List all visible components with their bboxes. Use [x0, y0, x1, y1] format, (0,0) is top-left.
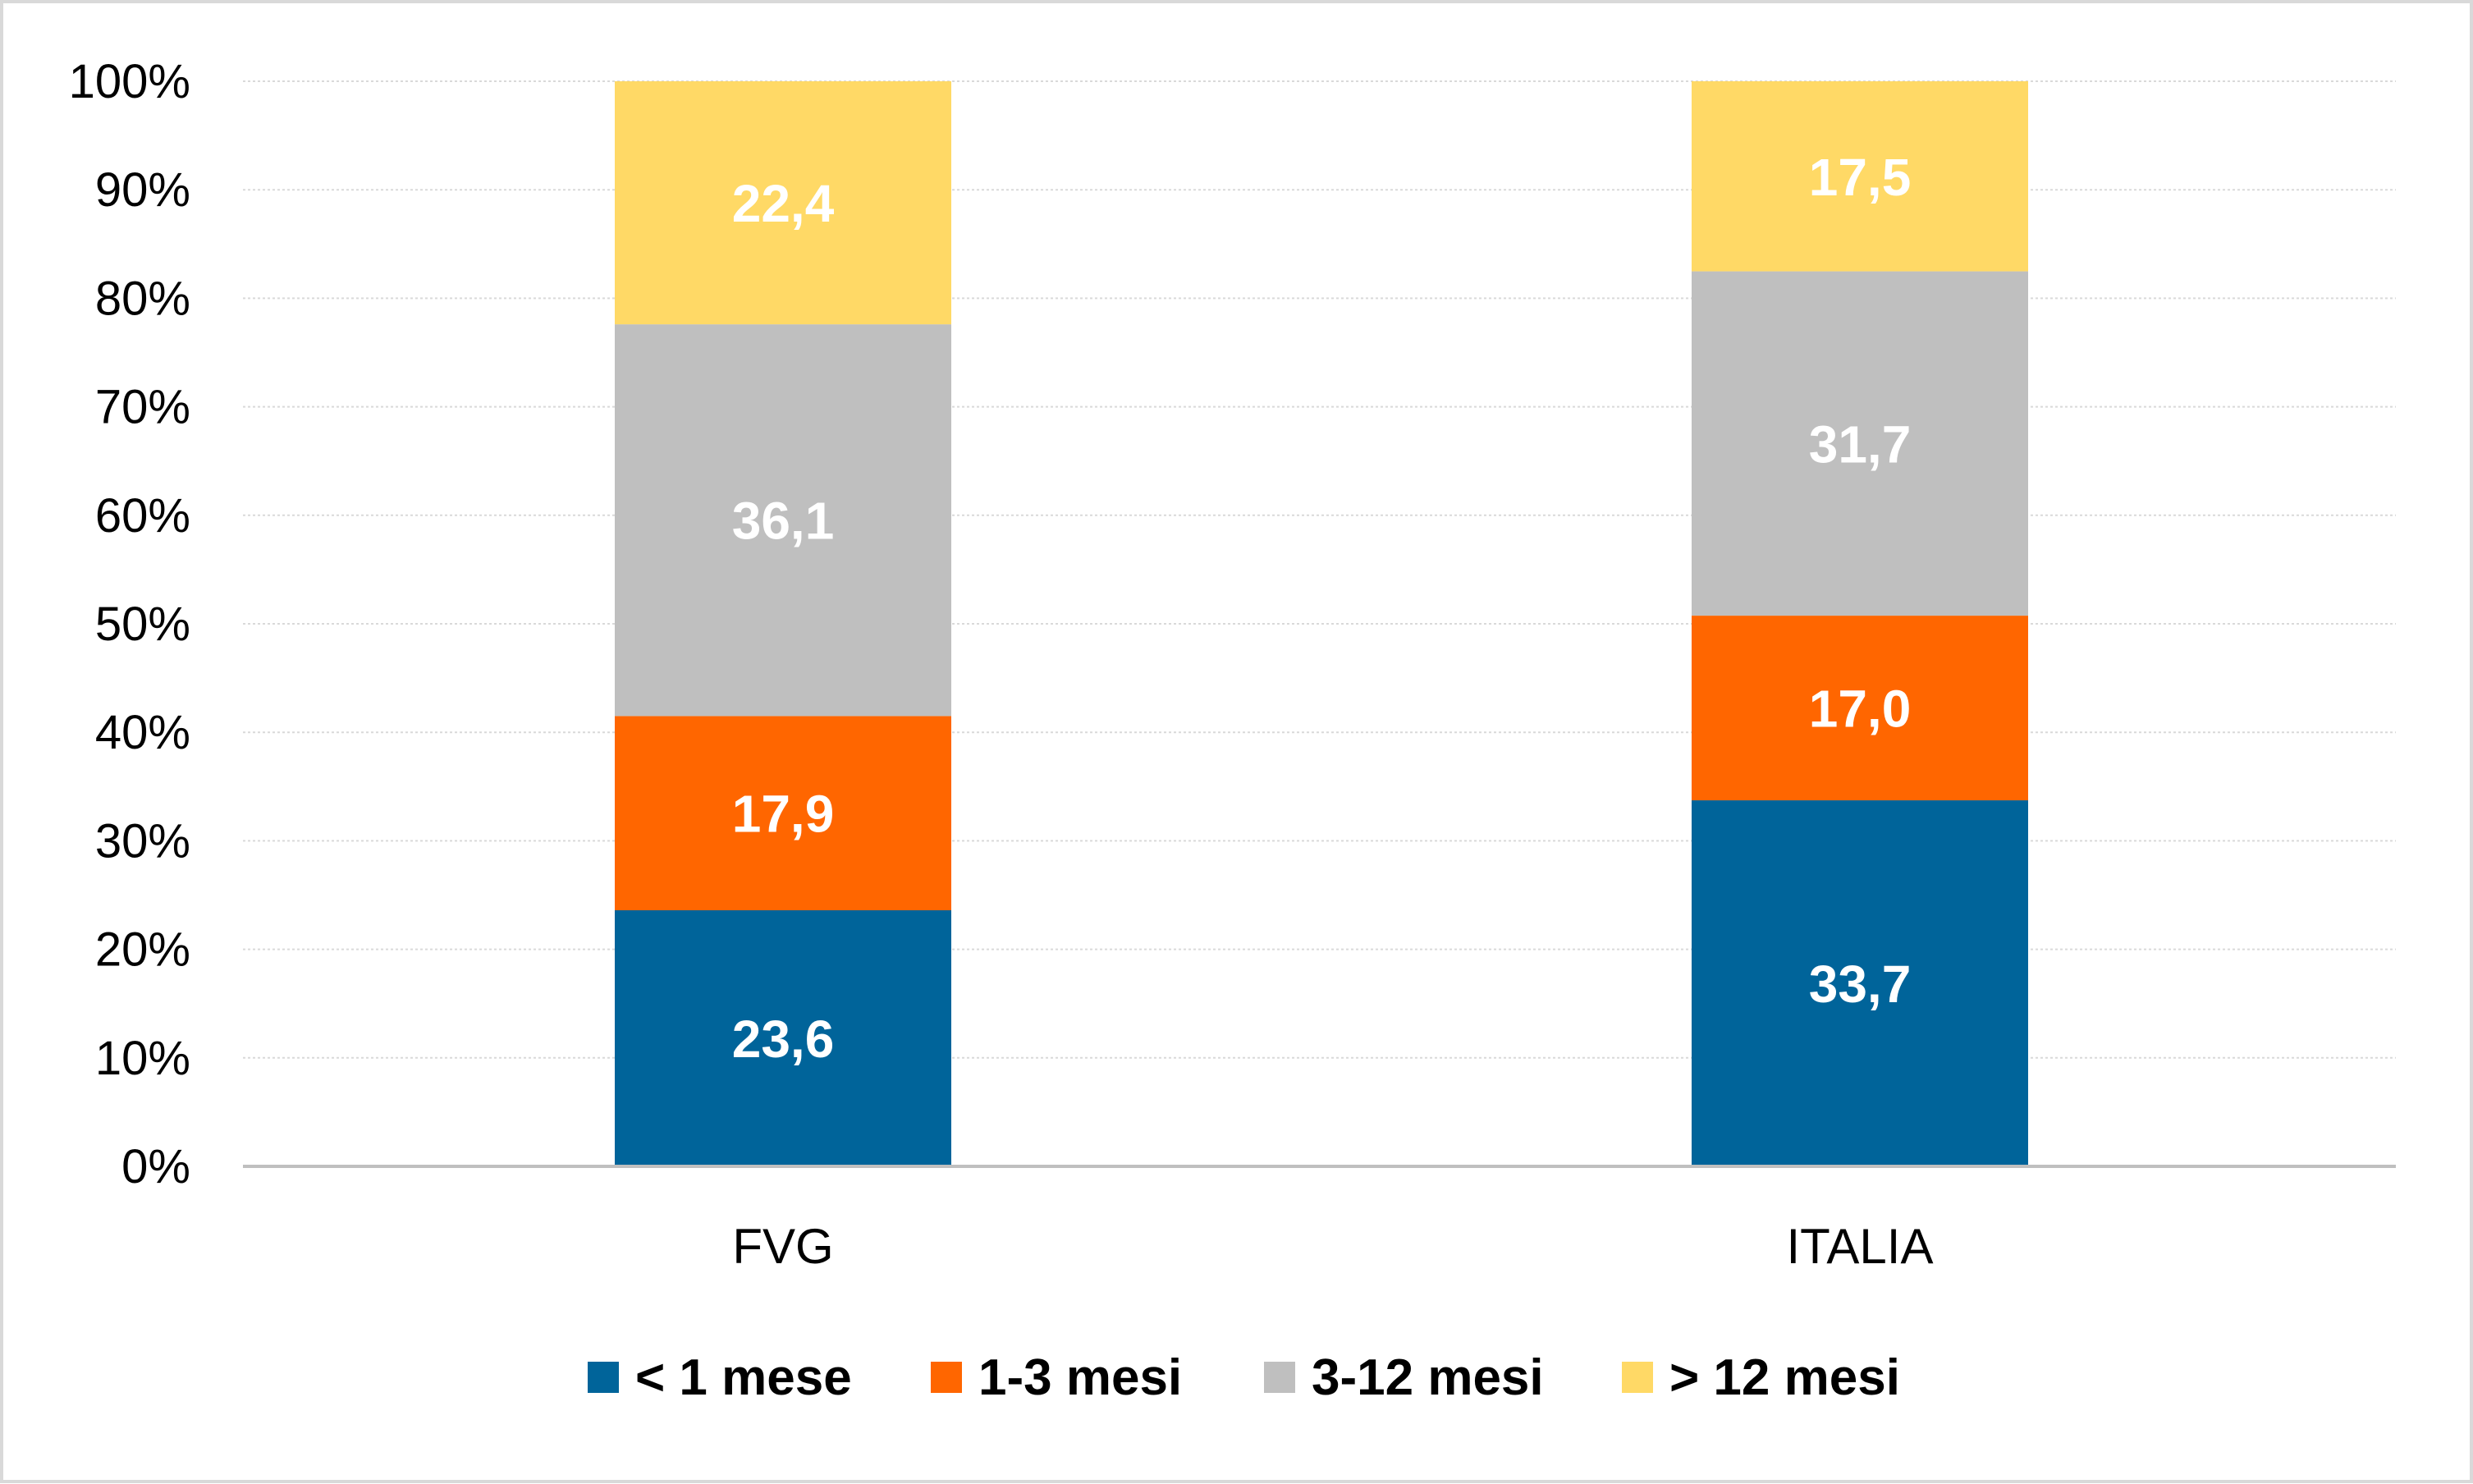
legend-swatch — [1264, 1362, 1295, 1393]
legend-swatch — [1622, 1362, 1653, 1393]
y-tick-label: 60% — [95, 489, 190, 543]
y-tick-label: 50% — [95, 598, 190, 651]
data-label: 36,1 — [732, 492, 835, 551]
y-tick-label: 90% — [95, 163, 190, 217]
bar-segment — [615, 716, 951, 911]
x-axis-categories: FVG ITALIA — [732, 1219, 1933, 1274]
data-label: 17,0 — [1809, 680, 1912, 739]
x-category-label: FVG — [732, 1219, 833, 1274]
data-label: 31,7 — [1809, 415, 1912, 474]
data-labels: 23,6 17,9 36,1 22,4 33,7 17,0 31,7 17,5 — [732, 148, 1912, 1069]
data-label: 17,5 — [1809, 148, 1912, 207]
bar-segment — [1692, 800, 2028, 1166]
y-tick-label: 70% — [95, 381, 190, 434]
legend-label: 3-12 mesi — [1312, 1349, 1544, 1406]
y-tick-label: 80% — [95, 272, 190, 325]
data-label: 22,4 — [732, 174, 835, 233]
bars — [615, 81, 2028, 1166]
bar-segment — [1692, 81, 2028, 272]
gridlines — [243, 80, 2396, 1059]
legend-label: 1-3 mesi — [978, 1349, 1182, 1406]
bar-segment — [615, 324, 951, 717]
y-tick-label: 100% — [69, 55, 190, 108]
bar-segment — [615, 910, 951, 1166]
y-tick-label: 20% — [95, 923, 190, 977]
legend-label: > 12 mesi — [1669, 1349, 1900, 1406]
y-axis-ticks: 0% 10% 20% 30% 40% 50% 60% 70% 80% 90% 100% — [69, 55, 190, 1193]
bar-segment — [1692, 616, 2028, 801]
legend-swatch — [588, 1362, 619, 1393]
stacked-bar-chart: 0% 10% 20% 30% 40% 50% 60% 70% 80% 90% 100% 23,6 17… — [69, 55, 2396, 1406]
legend: < 1 mese 1-3 mesi 3-12 mesi > 12 mesi — [588, 1349, 1900, 1406]
y-tick-label: 10% — [95, 1032, 190, 1085]
data-label: 33,7 — [1809, 955, 1912, 1014]
y-tick-label: 0% — [121, 1140, 190, 1193]
bar-segment — [1692, 271, 2028, 616]
legend-label: < 1 mese — [635, 1349, 852, 1406]
legend-swatch — [931, 1362, 962, 1393]
data-label: 23,6 — [732, 1010, 835, 1069]
y-tick-label: 40% — [95, 706, 190, 759]
x-category-label: ITALIA — [1787, 1219, 1934, 1274]
bar-segment — [615, 81, 951, 325]
data-label: 17,9 — [732, 785, 835, 844]
y-tick-label: 30% — [95, 814, 190, 868]
